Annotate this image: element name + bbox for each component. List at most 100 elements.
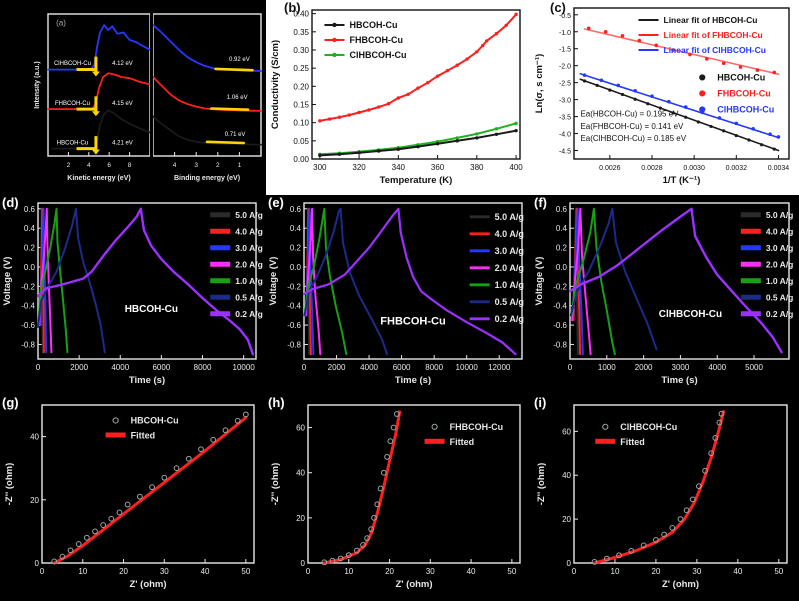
plot-area <box>153 13 262 157</box>
x-tick-label: 2 <box>216 162 220 169</box>
x-tick-label: 0.0028 <box>641 165 663 172</box>
legend-label: 0.5 A/g <box>495 297 524 307</box>
legend-marker <box>699 106 706 113</box>
x-tick-label: 4000 <box>360 363 378 372</box>
y-axis-label: -Z'' (ohm) <box>4 463 15 506</box>
data-point <box>734 121 739 126</box>
data-point <box>595 83 599 87</box>
panel-label-e: (e) <box>268 195 284 210</box>
series-line <box>322 410 402 565</box>
data-point <box>357 151 361 155</box>
series-line <box>304 207 322 356</box>
y-tick-label: 0.6 <box>290 205 302 214</box>
x-tick-label: 30 <box>160 567 169 576</box>
down-arrow-head <box>91 111 100 117</box>
x-tick-label: 1 <box>238 162 242 169</box>
annotation: HBCOH-Cu <box>125 304 178 315</box>
legend-swatch <box>740 261 761 267</box>
data-point <box>616 552 622 559</box>
x-tick-label: 3 <box>194 162 198 169</box>
annotation: HBCOH-Cu <box>57 141 88 147</box>
legend-label: 0.5 A/g <box>235 293 263 303</box>
y-tick-label: 0.0 <box>556 263 568 272</box>
x-tick-label: 320 <box>352 163 366 172</box>
x-axis-label: Z' (ohm) <box>395 579 432 590</box>
x-tick-label: 2000 <box>70 363 88 372</box>
x-tick-label: 6 <box>107 162 111 169</box>
legend-label: ClHBCOH-Cu <box>620 422 677 432</box>
legend-label: 0.2 A/g <box>766 309 794 319</box>
data-point <box>684 115 688 119</box>
y-tick-label: 20 <box>30 496 39 505</box>
x-tick-label: 6000 <box>152 363 170 372</box>
data-point <box>599 78 604 83</box>
y-tick-label: -0.6 <box>287 321 301 330</box>
annotation: 4.12 eV <box>112 61 133 67</box>
legend-marker <box>431 423 438 430</box>
legend-label: FHBCOH-Cu <box>717 88 771 98</box>
y-tick-label: 0.0 <box>24 263 36 272</box>
annotation: 0.92 eV <box>229 57 250 63</box>
x-axis-label: Binding energy (eV) <box>174 175 240 182</box>
data-point <box>712 435 719 441</box>
data-point <box>716 419 723 426</box>
data-point <box>514 12 518 17</box>
gcd-fhbcoh-chart: 0 2000 4000 6000 8000 10000 12000 0.6 0.4 0.2 0.0 -… <box>266 195 532 395</box>
x-tick-label: 0 <box>568 363 573 372</box>
y-tick-label: 0 <box>567 559 572 568</box>
y-tick-label: -0.4 <box>553 302 567 311</box>
series-line <box>579 73 780 139</box>
down-arrow-head <box>91 71 100 77</box>
data-point <box>390 424 397 431</box>
series-line <box>205 140 245 145</box>
x-tick-label: 20 <box>651 567 660 576</box>
panel-d: (d) 0 2000 4000 6000 8000 10000 0.6 0.4 0.2 0.0 -0… <box>0 195 266 395</box>
data-point <box>367 108 371 112</box>
data-point <box>620 92 625 97</box>
x-axis-label: Temperature (K) <box>380 175 453 186</box>
x-tick-label: 50 <box>774 567 783 576</box>
data-point <box>337 115 342 119</box>
data-point <box>683 507 690 514</box>
legend-label: FHBCOH-Cu <box>349 35 403 45</box>
y-axis-label: Voltage (V) <box>268 257 279 306</box>
y-tick-label: -0.4 <box>21 302 35 311</box>
y-tick-label: 0.0 <box>290 263 302 272</box>
data-point <box>633 97 637 101</box>
series-line <box>569 207 658 351</box>
legend-label: Linear fit of FHBCOH-Cu <box>664 30 763 40</box>
legend-label: 5.0 A/g <box>235 210 263 220</box>
legend-label: 0.5 A/g <box>766 293 794 303</box>
legend-swatch <box>210 228 231 234</box>
panel-label-b: (b) <box>284 0 301 15</box>
panel-label-i: (i) <box>534 395 547 410</box>
legend-swatch <box>740 278 761 284</box>
plot-area <box>41 404 255 564</box>
legend-swatch <box>210 261 231 267</box>
x-tick-label: 10 <box>344 567 353 576</box>
legend-marker <box>699 90 706 97</box>
data-point <box>75 541 82 547</box>
data-point <box>646 102 650 106</box>
data-point <box>717 116 722 120</box>
data-point <box>360 542 366 548</box>
data-point <box>709 124 713 129</box>
y-tick-label: 0 <box>301 559 306 568</box>
series-line <box>593 410 725 565</box>
y-axis-label: Voltage (V) <box>534 257 545 306</box>
y-tick-label: -0.2 <box>553 282 567 291</box>
x-tick-label: 360 <box>431 163 445 172</box>
y-axis-label: Conductivity (S/cm) <box>270 40 281 129</box>
legend-marker <box>332 37 337 43</box>
series-line <box>302 207 517 356</box>
plot-area <box>573 404 788 564</box>
x-tick-label: 12000 <box>488 363 511 372</box>
legend-marker <box>332 52 337 58</box>
data-point <box>494 127 499 131</box>
legend-label: Fitted <box>450 437 475 447</box>
data-point <box>149 484 155 491</box>
data-point <box>734 133 738 138</box>
series-line <box>210 107 250 111</box>
data-point <box>586 26 591 31</box>
data-point <box>435 142 440 146</box>
